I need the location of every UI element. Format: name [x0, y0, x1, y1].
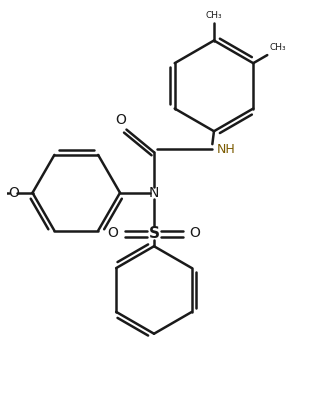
Text: CH₃: CH₃	[206, 11, 222, 20]
Text: O: O	[190, 226, 201, 240]
Text: S: S	[149, 226, 160, 241]
Text: CH₃: CH₃	[270, 43, 286, 52]
Text: O: O	[108, 226, 118, 240]
Text: NH: NH	[217, 143, 236, 156]
Text: O: O	[9, 186, 20, 200]
Text: O: O	[115, 113, 126, 127]
Text: N: N	[149, 186, 159, 200]
